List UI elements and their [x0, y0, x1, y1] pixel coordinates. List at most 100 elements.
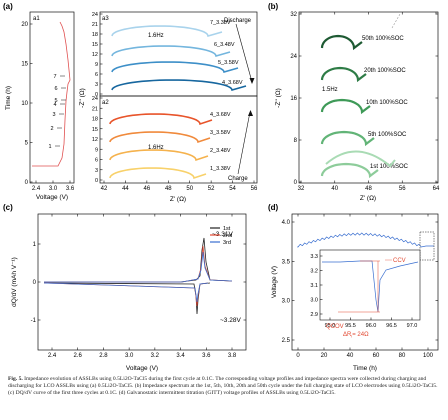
c-curves	[43, 237, 233, 315]
a1-voltage-curve	[32, 21, 71, 167]
d-inset-y-tick-label: 3.1	[310, 283, 318, 289]
a2-y-tick-label: 3	[95, 168, 98, 174]
a2-y-tick-label: 0	[95, 178, 98, 184]
b-y-tick-label: 0	[294, 180, 298, 186]
a-x-ticks: 42 44 46 48 50 52 54 56	[101, 180, 258, 192]
d-inset-y-tick-label: 3.2	[310, 269, 318, 275]
a-x-tick-label: 50	[186, 186, 193, 192]
d-inset-y-tick-label: 3.3	[310, 254, 318, 260]
c-x-label: Voltage (V)	[126, 365, 158, 372]
d-inset-x-tick-label: 96.0	[366, 323, 377, 329]
a2-freq-label: 1.6Hz	[148, 145, 164, 151]
a2-direction-arrow	[237, 111, 251, 175]
caption-text: Impedance evolution of ASSLBs using 0.5L…	[8, 376, 438, 397]
a1-x-label: Voltage (V)	[36, 194, 68, 201]
a1-sublabel: a1	[33, 16, 40, 22]
a1-y-tick-label: 5	[25, 141, 29, 147]
b-curves: 50th 100%SOC 20th 100%SOC 10th 100%SOC 5th …	[320, 13, 409, 179]
a3-y-tick-label: 0	[95, 92, 98, 98]
d-frame	[291, 213, 439, 351]
d-inset-y-tick-label: 3.0	[310, 298, 318, 304]
b-cycle-label: 10th 100%SOC	[366, 100, 408, 106]
c-x-tick-label: 2.6	[74, 353, 83, 359]
a3-curve	[111, 45, 231, 57]
a1-x-tick-label: 3.6	[66, 186, 75, 192]
a2-curve	[109, 167, 207, 180]
d-inset-ccv-label: CCV	[393, 258, 406, 264]
c-x-tick-label: 3.4	[176, 353, 185, 359]
b-cycle-label: 5th 100%SOC	[368, 132, 407, 138]
a1-point-label: 2	[50, 126, 53, 132]
panel-c: 2.4 2.6 2.8 3.0 3.2 3.4 3.6 3.8 1 0 -1 ~3.31V ~3.2…	[11, 213, 247, 372]
a2-curve-label: 2_3.48V	[210, 148, 231, 154]
a2-curve-label: 3_3.58V	[210, 130, 231, 136]
a3-curve-label: 4_3.68V	[222, 80, 243, 86]
b-curve	[320, 34, 363, 51]
a2-curve	[109, 149, 209, 162]
a-x-tick-label: 42	[101, 186, 108, 192]
c-peak-down-label: ~3.28V	[220, 317, 241, 324]
a2-y-tick-label: 18	[92, 117, 98, 123]
b-y-label: -Z'' (Ω)	[275, 88, 282, 108]
a-x-tick-label: 52	[208, 186, 215, 192]
d-inset-x-tick-label: 95.0	[325, 323, 336, 329]
b-freq-label: 1.5Hz	[322, 87, 338, 93]
c-y-label: dQ/dV (mAh V⁻¹)	[11, 257, 18, 307]
a2-y-tick-label: 21	[92, 106, 98, 112]
d-x-label: Time (h)	[353, 365, 377, 372]
b-curve	[320, 162, 379, 179]
c-series-curve	[43, 237, 233, 315]
b-x-tick-label: 48	[365, 186, 372, 192]
a-x-tick-label: 54	[229, 186, 236, 192]
a3-y-tick-label: 3	[95, 82, 98, 88]
d-x-tick-label: 100	[423, 353, 434, 359]
b-x-tick-label: 40	[331, 186, 338, 192]
a1-point-label: 5	[54, 98, 57, 104]
b-curve-first-extension	[325, 150, 396, 168]
a3-y-tick-label: 9	[95, 62, 98, 68]
a1-x-ticks: 2.4 3.0 3.6	[32, 180, 75, 192]
a1-point-label: 4	[53, 102, 56, 108]
a3-curve-label: 5_3.58V	[218, 60, 239, 66]
c-x-tick-label: 2.8	[99, 353, 108, 359]
a2-curves: 4_3.68V 3_3.58V 2_3.48V 1_3.38V	[109, 112, 231, 180]
a3-curve-label: 7_3.38V	[210, 20, 231, 26]
a-x-label: Z' (Ω)	[170, 196, 186, 203]
c-legend-label: 3rd	[223, 240, 231, 246]
c-x-tick-label: 3.6	[202, 353, 211, 359]
a3-y-tick-label: 21	[92, 22, 98, 28]
a2-y-tick-label: 24	[92, 96, 98, 102]
a2-y-tick-label: 12	[92, 137, 98, 143]
a3-arrow-head	[249, 78, 255, 84]
a2-y-tick-label: 9	[95, 147, 98, 153]
a1-y-ticks: 20 15 10 5 0	[21, 22, 33, 186]
a2-curve	[109, 113, 213, 126]
a3-direction-label: Discharge	[224, 18, 252, 24]
a-x-tick-label: 44	[122, 186, 129, 192]
b-cycle-label: 50th 100%SOC	[362, 36, 404, 42]
d-inset-x-tick-label: 96.5	[386, 323, 397, 329]
a2-arrow-head	[248, 110, 253, 116]
a1-point-label: 1	[48, 144, 51, 150]
b-y-tick-label: 24	[290, 54, 297, 60]
b-x-label: Z' (Ω)	[360, 195, 376, 202]
a2-y-tick-label: 15	[92, 127, 98, 133]
d-y-tick-label: 2.5	[282, 338, 291, 344]
d-inset-qcov-label: QCOV	[326, 324, 344, 330]
a1-x-tick-label: 3.0	[49, 186, 58, 192]
a1-y-tick-label: 0	[25, 180, 29, 186]
d-x-tick-label: 0	[296, 353, 300, 359]
d-x-tick-label: 40	[347, 353, 354, 359]
a2-direction-label: Charge	[228, 176, 248, 182]
a2-y-tick-label: 6	[95, 158, 98, 164]
d-y-tick-label: 3.0	[282, 299, 291, 305]
c-ticks: 2.4 2.6 2.8 3.0 3.2 3.4 3.6 3.8 1 0 -1	[31, 214, 246, 359]
a2-curve-label: 1_3.38V	[210, 166, 231, 172]
a2-curve	[109, 131, 211, 144]
a-x-tick-label: 46	[144, 186, 151, 192]
b-y-tick-label: 8	[294, 138, 298, 144]
d-inset-curve	[322, 260, 419, 313]
panel-b-label: (b)	[268, 2, 279, 11]
